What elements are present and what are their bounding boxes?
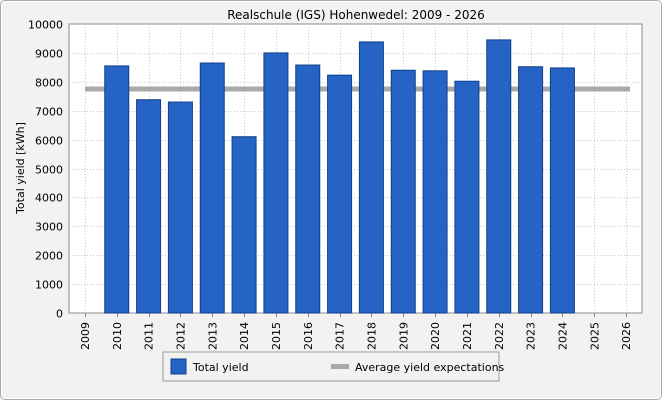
bar-2018: [358, 41, 384, 314]
bar-2020: [422, 70, 448, 314]
y-tick-label: 1000: [35, 279, 63, 292]
x-tick-labels: 2009 2010 2011 2012 2013 2014 2015 2016 2017 2018…: [79, 322, 633, 350]
x-tick-label: 2009: [79, 322, 92, 350]
x-tick-label: 2020: [429, 322, 442, 350]
x-tick-label: 2026: [620, 322, 633, 350]
x-tick-label: 2024: [556, 322, 569, 350]
bar-2015: [263, 52, 289, 314]
y-tick-label: 10000: [28, 19, 63, 32]
y-tick-label: 5000: [35, 164, 63, 177]
plot-area: [68, 23, 643, 314]
y-tick-label: 3000: [35, 221, 63, 234]
x-tick-label: 2013: [206, 322, 219, 350]
bar-2013: [199, 62, 225, 314]
bar-2014: [231, 136, 257, 314]
y-tick-label: 2000: [35, 250, 63, 263]
x-tick-label: 2019: [397, 322, 410, 350]
x-tick-label: 2017: [334, 322, 347, 350]
bar-2012: [167, 101, 193, 314]
bar-2021: [454, 80, 480, 314]
y-tick-label: 4000: [35, 192, 63, 205]
x-tick-label: 2022: [493, 322, 506, 350]
y-tick-label: 0: [56, 308, 63, 321]
legend-label-total-yield: Total yield: [192, 361, 249, 374]
bar-2017: [327, 74, 353, 314]
legend: Total yield Average yield expectations: [162, 351, 505, 382]
bar-2019: [390, 69, 416, 314]
x-tick-label: 2010: [111, 322, 124, 350]
x-tick-label: 2023: [525, 322, 538, 350]
y-tick-label: 6000: [35, 135, 63, 148]
x-tick-label: 2015: [270, 322, 283, 350]
chart-title: Realschule (IGS) Hohenwedel: 2009 - 2026: [227, 8, 484, 22]
y-axis-title: Total yield [kWh]: [14, 122, 27, 215]
bar-2010: [104, 65, 130, 314]
legend-swatch-total-yield: [170, 358, 187, 375]
x-tick-label: 2012: [174, 322, 187, 350]
x-tick-label: 2021: [461, 322, 474, 350]
y-tick-label: 9000: [35, 48, 63, 61]
y-tick-labels: 0 1000 2000 3000 4000 5000 6000 7000 8000 9000 100…: [28, 19, 63, 321]
x-tick-label: 2011: [143, 322, 156, 350]
legend-label-average-yield: Average yield expectations: [355, 361, 505, 374]
y-tick-label: 8000: [35, 77, 63, 90]
y-tick-label: 7000: [35, 106, 63, 119]
x-tick-label: 2025: [588, 322, 601, 350]
bar-2016: [295, 64, 321, 314]
bars: [104, 39, 575, 314]
x-tick-label: 2016: [302, 322, 315, 350]
bar-2024: [549, 67, 575, 314]
x-tick-label: 2018: [365, 322, 378, 350]
bar-2022: [486, 39, 512, 314]
bar-2023: [518, 66, 544, 314]
x-tick-label: 2014: [238, 322, 251, 350]
bar-2011: [136, 99, 162, 314]
